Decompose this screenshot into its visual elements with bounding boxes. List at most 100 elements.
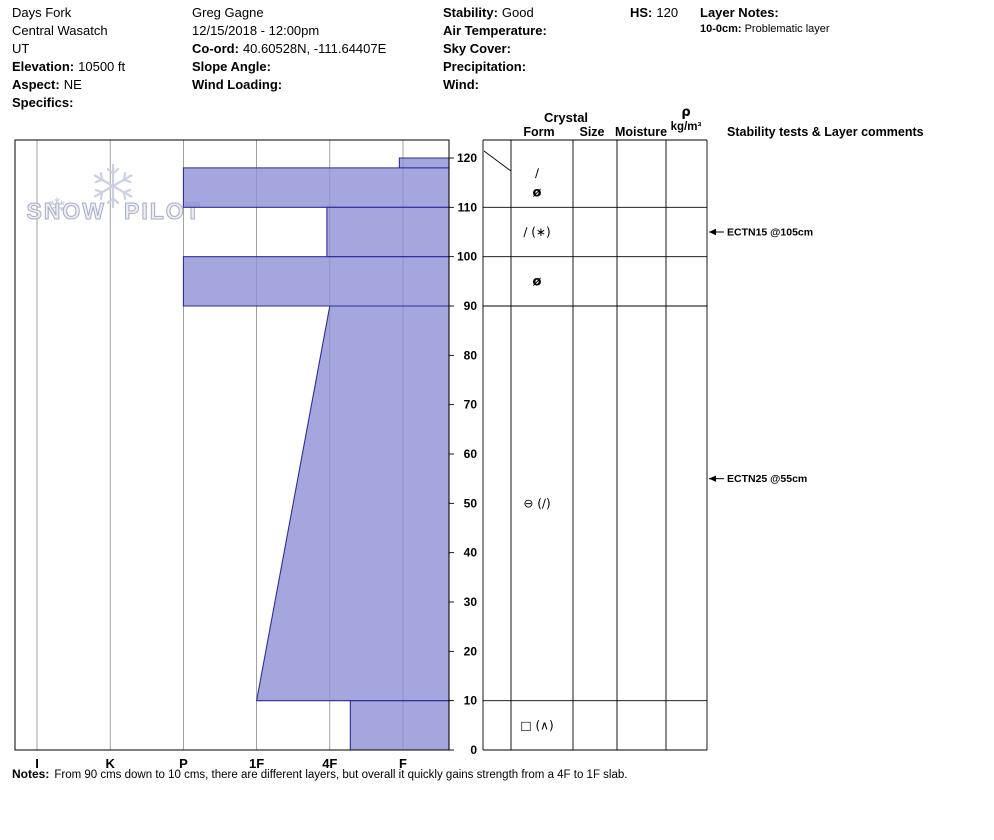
depth-label-70: 70	[464, 398, 478, 412]
site-range: Central Wasatch	[12, 23, 108, 38]
hs-line: HS: 120	[630, 4, 678, 22]
wind-line: Wind:	[443, 76, 551, 94]
surface-connector-line	[483, 150, 512, 172]
snowflake-arm	[49, 205, 58, 211]
sky-cover-label: Sky Cover:	[443, 41, 511, 56]
snowflake-branch	[54, 198, 58, 202]
density-symbol-header: ρ	[681, 105, 690, 120]
specifics-label: Specifics:	[12, 95, 74, 110]
layer-notes-label: Layer Notes:	[700, 5, 779, 20]
observation-datetime: 12/15/2018 - 12:00pm	[192, 23, 320, 38]
snowflake-branch	[99, 191, 104, 201]
depth-label-60: 60	[464, 447, 478, 461]
test-arrowhead-icon	[709, 228, 716, 236]
header-conditions-block: Stability: Good Air Temperature: Sky Cove…	[443, 4, 551, 94]
hardness-label-K: K	[106, 756, 116, 771]
wind-loading-label: Wind Loading:	[192, 77, 283, 92]
site-state: UT	[12, 41, 30, 56]
snow-layer-90-10cm	[255, 305, 450, 702]
grain-form-50cm: ⊖ (∕)	[523, 496, 550, 510]
air-temperature-line: Air Temperature:	[443, 22, 551, 40]
hs-label: HS:	[630, 5, 653, 20]
snowflake-arm	[111, 184, 133, 198]
test-arrowhead-icon	[709, 475, 716, 482]
precipitation-label: Precipitation:	[443, 59, 527, 74]
sky-cover-line: Sky Cover:	[443, 40, 551, 58]
depth-label-120: 120	[457, 151, 477, 165]
snowflake-branch	[106, 167, 115, 175]
depth-label-100: 100	[457, 250, 477, 264]
wind-loading-line: Wind Loading:	[192, 76, 386, 94]
header-hs-block: HS: 120	[630, 4, 678, 22]
snowflake-branch	[122, 178, 132, 184]
site-area: Days Fork	[12, 5, 72, 20]
snowflake-branch	[106, 197, 115, 205]
watermark-word-snow: SNOW	[26, 198, 106, 224]
notes: Notes: From 90 cms down to 10 cms, there …	[12, 767, 627, 781]
aspect-value: NE	[63, 77, 82, 92]
snowflake-branch	[56, 210, 60, 214]
layer-note-range: 10-0cm:	[700, 23, 742, 35]
observer-name: Greg Gagne	[192, 5, 264, 20]
layer-note-entry: 10-0cm: Problematic layer	[700, 22, 830, 37]
snowflake-branch	[60, 206, 65, 210]
coord-label: Co-ord:	[192, 41, 239, 56]
layer-notes-title: Layer Notes:	[700, 4, 830, 22]
form-column-header: Form	[523, 125, 554, 139]
snowflake-branch	[122, 191, 127, 201]
hardness-label-I: I	[35, 756, 39, 771]
grain-form-105cm: ∕ (∗)	[523, 225, 550, 239]
depth-label-20: 20	[464, 644, 478, 658]
density-unit-header: kg/m³	[671, 121, 702, 133]
depth-label-40: 40	[464, 546, 478, 560]
snowflake-arm	[56, 201, 65, 207]
elevation-line: Elevation: 10500 ft	[12, 58, 125, 76]
snowflake-arm	[111, 174, 133, 188]
snowflake-arm	[93, 174, 115, 188]
moisture-column-header: Moisture	[615, 125, 667, 139]
chart-border	[14, 139, 450, 751]
precipitation-line: Precipitation:	[443, 58, 551, 76]
depth-label-30: 30	[464, 595, 478, 609]
snowflake-arm	[56, 205, 65, 211]
hs-value: 120	[656, 5, 679, 20]
layer-note-text: Problematic layer	[744, 23, 830, 35]
snowflake-branch	[122, 171, 127, 181]
aspect-label: Aspect:	[12, 77, 60, 92]
depth-label-90: 90	[464, 299, 478, 313]
grain-form-113cm: ø	[533, 186, 542, 201]
depth-label-50: 50	[464, 496, 478, 510]
depth-label-110: 110	[458, 200, 478, 214]
snowflake-icon	[93, 163, 133, 209]
hardness-label-F: F	[399, 756, 407, 771]
snow-layer-100-90cm	[182, 256, 450, 307]
stability-test-label: ECTN15 @105cm	[727, 227, 813, 239]
stability-line: Stability: Good	[443, 4, 551, 22]
snow-layer-110-100cm	[326, 206, 450, 258]
snowflake-arm	[93, 184, 115, 198]
stability-label: Stability:	[443, 5, 498, 20]
depth-label-80: 80	[464, 348, 478, 362]
coord-value: 40.60528N, -111.64407E	[242, 41, 387, 56]
size-column-header: Size	[579, 125, 604, 139]
snowflake-branch	[99, 171, 104, 181]
depth-label-0: 0	[470, 743, 477, 757]
header-location-block: Days Fork Central Wasatch UT Elevation: 1…	[12, 4, 125, 112]
notes-text: From 90 cms down to 10 cms, there are di…	[54, 769, 628, 781]
aspect-line: Aspect: NE	[12, 76, 125, 94]
snowflake-arm	[49, 201, 58, 207]
hardness-label-1F: 1F	[249, 756, 264, 771]
header-layer-notes-block: Layer Notes: 10-0cm: Problematic layer	[700, 4, 830, 37]
elevation-value: 10500 ft	[78, 59, 126, 74]
hardness-label-4F: 4F	[322, 756, 337, 771]
snowflake-branch	[122, 188, 132, 194]
grain-form-117cm: ∕	[535, 166, 540, 180]
snowflake-branch	[94, 188, 104, 194]
snow-layer-10-0cm	[349, 700, 450, 751]
depth-label-10: 10	[464, 694, 478, 708]
snow-layer-118-110cm	[182, 167, 450, 208]
hardness-label-P: P	[179, 756, 188, 771]
stability-value: Good	[501, 5, 534, 20]
